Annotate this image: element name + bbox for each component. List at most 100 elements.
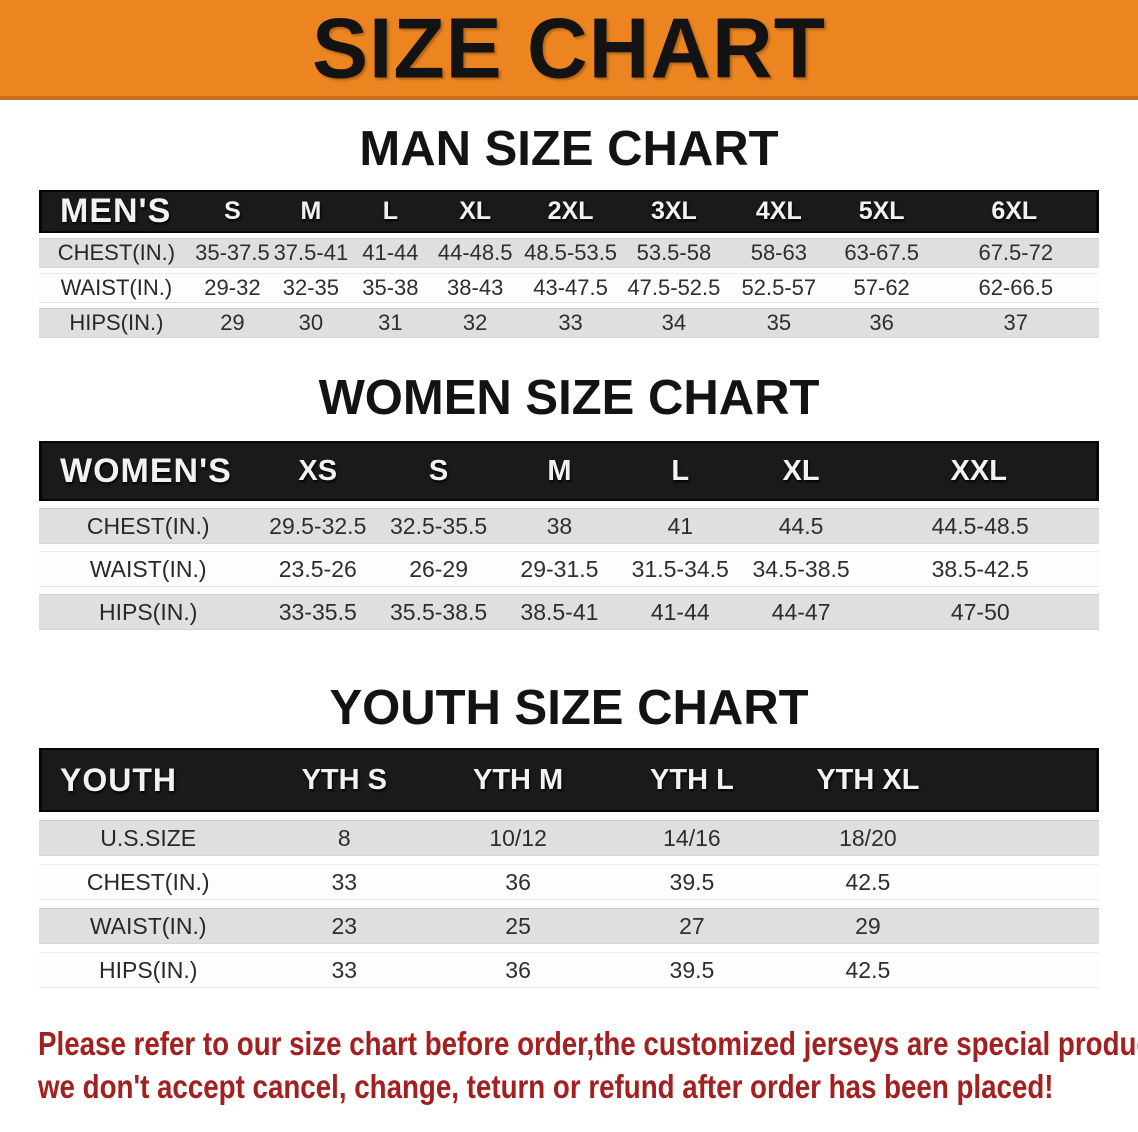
man-size-chart-heading: MAN SIZE CHART (359, 122, 779, 176)
table-cell: 38 (499, 508, 620, 544)
table-cell: 36 (431, 952, 606, 988)
table-header-row: MEN'S S M L XL 2XL 3XL 4XL 5XL 6XL (39, 190, 1099, 233)
row-filler-cell (956, 864, 1099, 900)
table-row: CHEST(IN.) 33 36 39.5 42.5 (39, 864, 1099, 900)
column-header: M (271, 190, 351, 233)
column-header: S (378, 441, 500, 501)
youth-size-table: YOUTH YTH S YTH M YTH L YTH XL U.S.SIZE 8 10/1… (39, 740, 1099, 996)
table-cell: 34 (620, 308, 727, 338)
column-header: YTH L (605, 748, 779, 812)
row-filler-cell (956, 908, 1099, 944)
table-cell: 32 (430, 308, 521, 338)
column-header: XL (430, 190, 521, 233)
table-cell: 47.5-52.5 (620, 273, 727, 303)
women-size-chart-heading: WOMEN SIZE CHART (318, 371, 820, 425)
table-cell: 38.5-42.5 (861, 551, 1099, 587)
youth-table-head: YOUTH YTH S YTH M YTH L YTH XL (39, 748, 1099, 812)
table-row: CHEST(IN.) 35-37.5 37.5-41 41-44 44-48.5 48.5… (39, 238, 1099, 268)
table-cell: 42.5 (778, 864, 957, 900)
banner-title: SIZE CHART (312, 0, 826, 96)
row-label: WAIST(IN.) (39, 908, 258, 944)
table-corner-label: YOUTH (39, 748, 258, 812)
order-disclaimer-note: Please refer to our size chart before or… (0, 1022, 1138, 1108)
table-cell: 36 (431, 864, 606, 900)
column-header: 4XL (726, 190, 831, 233)
table-cell: 29.5-32.5 (257, 508, 379, 544)
table-row: U.S.SIZE 8 10/12 14/16 18/20 (39, 820, 1099, 856)
column-header: M (499, 441, 620, 501)
column-header: YTH M (431, 748, 606, 812)
column-header: 5XL (830, 190, 933, 233)
table-row: WAIST(IN.) 23 25 27 29 (39, 908, 1099, 944)
table-cell: 23.5-26 (257, 551, 379, 587)
column-header: L (619, 441, 741, 501)
men-table-body: CHEST(IN.) 35-37.5 37.5-41 41-44 44-48.5 48.5… (39, 238, 1099, 338)
men-size-table: MEN'S S M L XL 2XL 3XL 4XL 5XL 6XL CHEST(IN.) 35-3… (39, 185, 1099, 343)
table-cell: 33 (520, 308, 621, 338)
table-cell: 57-62 (830, 273, 933, 303)
table-cell: 33 (257, 952, 432, 988)
table-cell: 62-66.5 (932, 273, 1099, 303)
table-cell: 29-31.5 (499, 551, 620, 587)
table-cell: 44.5-48.5 (861, 508, 1099, 544)
table-cell: 67.5-72 (932, 238, 1099, 268)
table-cell: 44-47 (740, 594, 862, 630)
table-cell: 39.5 (605, 864, 779, 900)
table-cell: 29 (778, 908, 957, 944)
row-label: CHEST(IN.) (39, 864, 258, 900)
youth-size-chart-heading: YOUTH SIZE CHART (329, 681, 809, 735)
table-row: HIPS(IN.) 33-35.5 35.5-38.5 38.5-41 41-44 44-… (39, 594, 1099, 630)
table-cell: 29-32 (193, 273, 272, 303)
table-cell: 33 (257, 864, 432, 900)
row-label: CHEST(IN.) (39, 508, 258, 544)
men-table-head: MEN'S S M L XL 2XL 3XL 4XL 5XL 6XL (39, 190, 1099, 233)
table-cell: 37.5-41 (271, 238, 351, 268)
column-header: YTH XL (778, 748, 957, 812)
table-cell: 38-43 (430, 273, 521, 303)
column-header: XXL (861, 441, 1099, 501)
table-cell: 27 (605, 908, 779, 944)
table-cell: 35-38 (350, 273, 431, 303)
table-row: HIPS(IN.) 33 36 39.5 42.5 (39, 952, 1099, 988)
row-filler-cell (956, 820, 1099, 856)
row-label: U.S.SIZE (39, 820, 258, 856)
table-header-row: WOMEN'S XS S M L XL XXL (39, 441, 1099, 501)
table-cell: 30 (271, 308, 351, 338)
row-label: HIPS(IN.) (39, 594, 258, 630)
women-table-head: WOMEN'S XS S M L XL XXL (39, 441, 1099, 501)
table-cell: 8 (257, 820, 432, 856)
table-corner-label: MEN'S (39, 190, 194, 233)
row-label: HIPS(IN.) (39, 308, 194, 338)
disclaimer-line-1: Please refer to our size chart before or… (38, 1025, 1138, 1062)
disclaimer-line-2: we don't accept cancel, change, teturn o… (38, 1068, 1054, 1105)
table-cell: 41 (619, 508, 741, 544)
table-corner-label: WOMEN'S (39, 441, 258, 501)
row-filler-cell (956, 952, 1099, 988)
table-cell: 52.5-57 (726, 273, 831, 303)
table-cell: 14/16 (605, 820, 779, 856)
table-cell: 42.5 (778, 952, 957, 988)
table-cell: 39.5 (605, 952, 779, 988)
table-cell: 31 (350, 308, 431, 338)
table-cell: 34.5-38.5 (740, 551, 862, 587)
header-filler-cell (956, 748, 1099, 812)
table-cell: 29 (193, 308, 272, 338)
table-cell: 18/20 (778, 820, 957, 856)
table-cell: 36 (830, 308, 933, 338)
table-cell: 32-35 (271, 273, 351, 303)
table-row: WAIST(IN.) 29-32 32-35 35-38 38-43 43-47.5 47.… (39, 273, 1099, 303)
table-cell: 58-63 (726, 238, 831, 268)
table-cell: 44.5 (740, 508, 862, 544)
size-chart-banner: SIZE CHART (0, 0, 1138, 100)
table-cell: 41-44 (350, 238, 431, 268)
table-row: HIPS(IN.) 29 30 31 32 33 34 35 36 37 (39, 308, 1099, 338)
column-header: YTH S (257, 748, 432, 812)
table-cell: 23 (257, 908, 432, 944)
women-size-table: WOMEN'S XS S M L XL XXL CHEST(IN.) 29.5-32.5 32.… (39, 434, 1099, 637)
row-label: CHEST(IN.) (39, 238, 194, 268)
table-cell: 48.5-53.5 (520, 238, 621, 268)
table-cell: 31.5-34.5 (619, 551, 741, 587)
table-cell: 32.5-35.5 (378, 508, 500, 544)
table-cell: 44-48.5 (430, 238, 521, 268)
column-header: XL (740, 441, 862, 501)
